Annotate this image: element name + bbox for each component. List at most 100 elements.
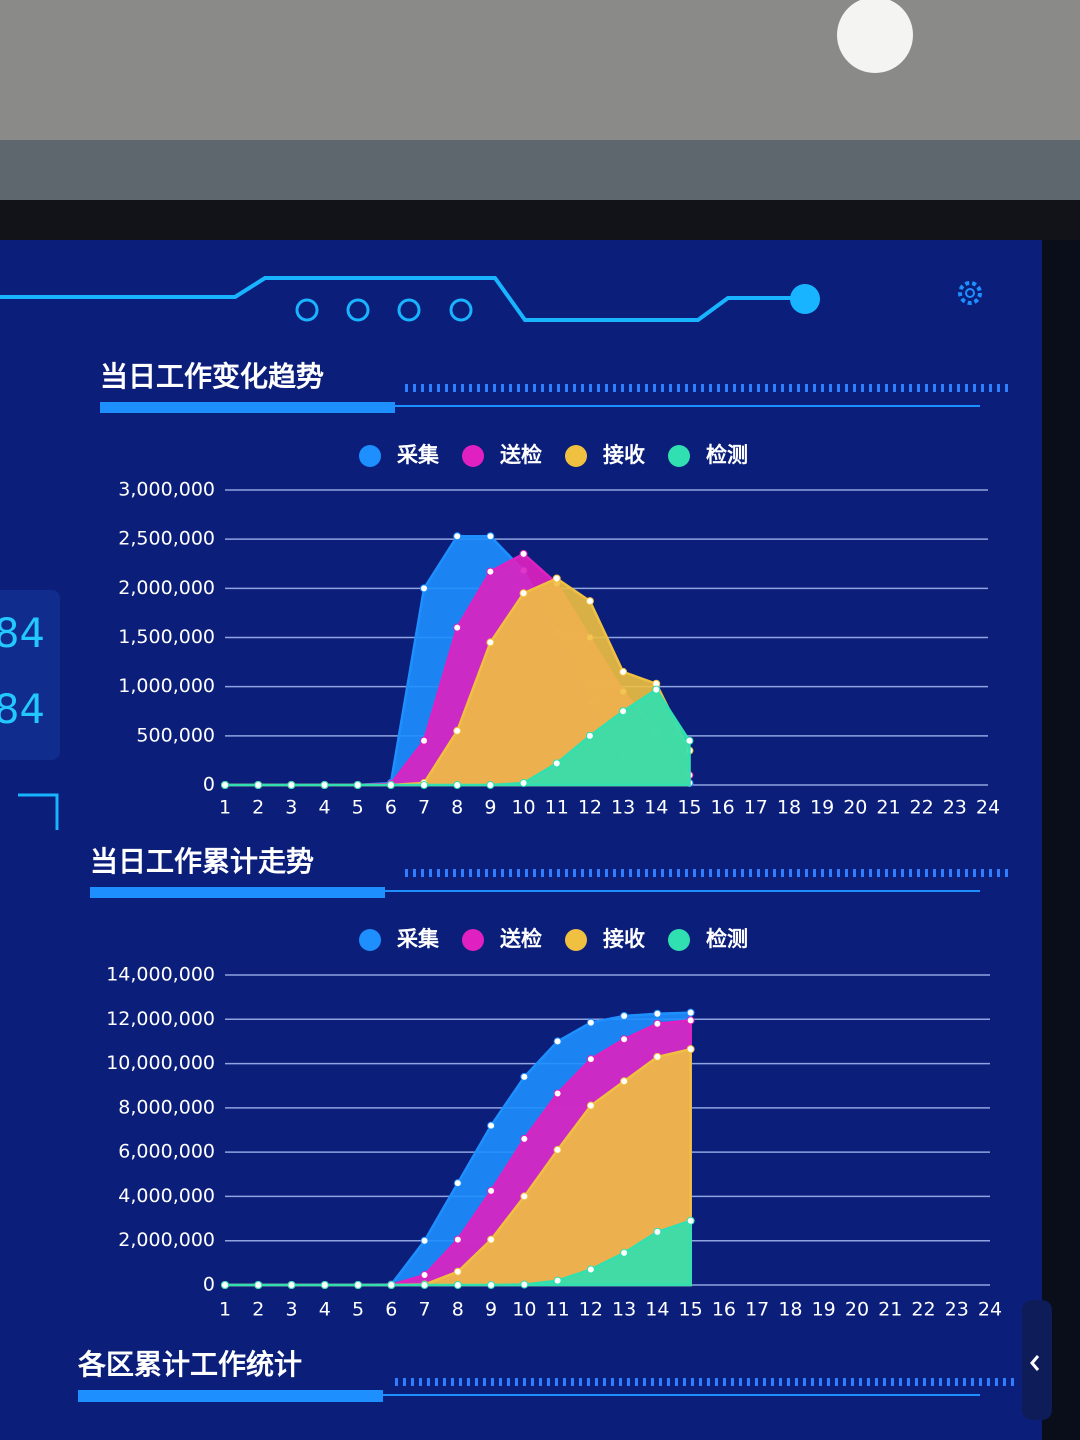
x-tick-label: 22: [911, 1299, 935, 1321]
point: [420, 1281, 429, 1289]
y-tick-label: 6,000,000: [118, 1141, 215, 1163]
point: [221, 1281, 229, 1289]
point: [520, 1192, 529, 1201]
point: [354, 1281, 363, 1289]
point: [221, 781, 229, 789]
x-tick-label: 21: [878, 1299, 902, 1321]
x-tick-label: 3: [285, 797, 297, 819]
point: [620, 1035, 629, 1044]
point: [553, 1037, 562, 1046]
x-tick-label: 19: [810, 797, 834, 819]
x-tick-label: 11: [546, 1299, 570, 1321]
x-tick-label: 4: [318, 797, 330, 819]
point: [686, 1008, 695, 1017]
section-title: 当日工作累计走势: [90, 845, 314, 878]
y-tick-label: 0: [203, 1274, 215, 1296]
point: [254, 781, 263, 789]
x-tick-label: 13: [612, 1299, 636, 1321]
point: [553, 1276, 562, 1285]
point: [686, 1016, 695, 1025]
x-tick-label: 24: [978, 1299, 1002, 1321]
x-tick-label: 1: [219, 797, 231, 819]
section-bar: [100, 402, 395, 413]
point: [420, 1271, 429, 1280]
point: [586, 1055, 595, 1064]
x-tick-label: 20: [845, 1299, 869, 1321]
x-tick-label: 21: [876, 797, 900, 819]
point: [653, 1227, 662, 1236]
point: [453, 726, 462, 735]
x-tick-label: 14: [645, 1299, 669, 1321]
point: [686, 1045, 695, 1054]
point: [254, 1281, 263, 1289]
legend-label: 接收: [603, 927, 645, 951]
point: [487, 1235, 496, 1244]
x-tick-label: 5: [352, 1299, 364, 1321]
collapse-tab[interactable]: [1022, 1300, 1052, 1420]
side-value: 84: [0, 611, 45, 657]
legend-label: 采集: [397, 443, 440, 467]
point: [653, 1052, 662, 1061]
x-tick-label: 7: [419, 1299, 431, 1321]
x-tick-label: 24: [976, 797, 1000, 819]
point: [453, 623, 462, 632]
section-bar: [90, 887, 385, 898]
point: [287, 1281, 296, 1289]
side-value: 84: [0, 687, 45, 733]
y-tick-label: 12,000,000: [106, 1008, 215, 1030]
point: [420, 584, 429, 593]
point: [420, 781, 429, 789]
collapse-arrow: [1030, 1355, 1040, 1371]
x-tick-label: 22: [910, 797, 934, 819]
x-tick-label: 2: [252, 797, 264, 819]
legend-dot: [462, 929, 484, 951]
x-tick-label: 10: [511, 797, 535, 819]
x-tick-label: 6: [385, 1299, 397, 1321]
section-header: 各区累计工作统计: [77, 1348, 1015, 1402]
x-tick-label: 9: [484, 797, 496, 819]
x-tick-label: 11: [545, 797, 569, 819]
point: [586, 1018, 595, 1027]
bezel-right: [1042, 240, 1080, 1440]
point: [519, 779, 528, 788]
x-tick-label: 16: [711, 797, 735, 819]
point: [453, 1179, 462, 1188]
x-tick-label: 8: [452, 1299, 464, 1321]
y-tick-label: 14,000,000: [106, 964, 215, 986]
x-tick-label: 19: [812, 1299, 836, 1321]
point: [353, 781, 362, 789]
settings-icon[interactable]: [958, 281, 982, 305]
point: [453, 781, 462, 789]
point: [519, 589, 528, 598]
header-dot: [790, 284, 820, 314]
ceiling-light: [837, 0, 913, 73]
point: [387, 1281, 396, 1289]
legend-dot: [668, 445, 690, 467]
point: [453, 532, 462, 541]
legend-dot: [565, 445, 587, 467]
y-tick-label: 3,000,000: [118, 479, 215, 501]
x-tick-label: 18: [778, 1299, 802, 1321]
point: [486, 532, 495, 541]
point: [653, 1009, 662, 1018]
point: [552, 574, 561, 583]
point: [519, 549, 528, 558]
point: [453, 1281, 462, 1289]
x-tick-label: 23: [943, 797, 967, 819]
x-tick-label: 17: [744, 797, 768, 819]
monitor-bezel-inner: [0, 200, 1080, 240]
point: [320, 1281, 329, 1289]
point: [619, 667, 628, 676]
legend-dot: [462, 445, 484, 467]
point: [619, 707, 628, 716]
point: [585, 731, 594, 740]
x-tick-label: 15: [677, 797, 701, 819]
section-title: 各区累计工作统计: [77, 1348, 302, 1381]
x-tick-label: 12: [579, 1299, 603, 1321]
x-tick-label: 20: [843, 797, 867, 819]
y-tick-label: 8,000,000: [118, 1096, 215, 1118]
point: [586, 1265, 595, 1274]
point: [453, 1235, 462, 1244]
x-tick-label: 2: [252, 1299, 264, 1321]
legend-label: 送检: [500, 927, 542, 951]
